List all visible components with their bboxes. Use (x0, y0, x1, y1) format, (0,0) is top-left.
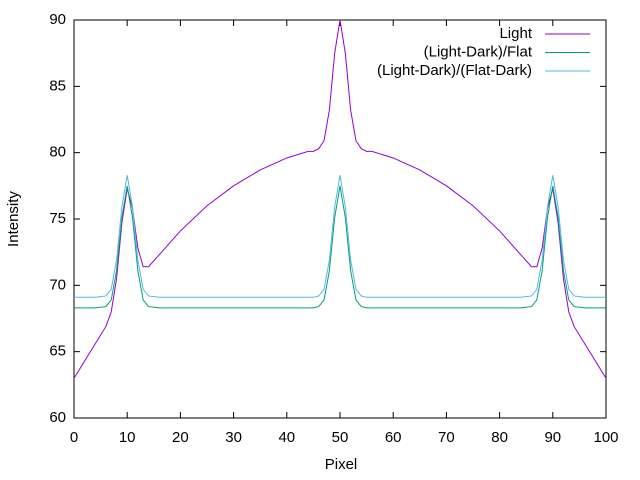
x-tick-label: 70 (438, 429, 455, 446)
x-tick-label: 0 (70, 429, 78, 446)
y-tick-label: 85 (49, 77, 66, 94)
x-tick-label: 90 (544, 429, 561, 446)
y-tick-label: 70 (49, 276, 66, 293)
y-tick-label: 65 (49, 343, 66, 360)
x-tick-label: 80 (491, 429, 508, 446)
x-tick-label: 40 (278, 429, 295, 446)
x-tick-label: 20 (172, 429, 189, 446)
x-tick-label: 10 (119, 429, 136, 446)
y-axis-label: Intensity (5, 191, 22, 247)
x-tick-label: 60 (385, 429, 402, 446)
x-tick-label: 100 (593, 429, 618, 446)
legend-label: Light (499, 25, 532, 42)
x-tick-label: 50 (332, 429, 349, 446)
y-tick-label: 75 (49, 210, 66, 227)
series-line (74, 175, 606, 298)
plot-border (73, 19, 607, 419)
y-tick-label: 60 (49, 409, 66, 426)
y-tick-label: 80 (49, 144, 66, 161)
legend-label: (Light-Dark)/(Flat-Dark) (377, 62, 532, 79)
x-tick-label: 30 (225, 429, 242, 446)
x-axis-label: Pixel (325, 456, 358, 473)
series-line (74, 185, 606, 309)
legend-label: (Light-Dark)/Flat (424, 43, 533, 60)
y-tick-label: 90 (49, 11, 66, 28)
